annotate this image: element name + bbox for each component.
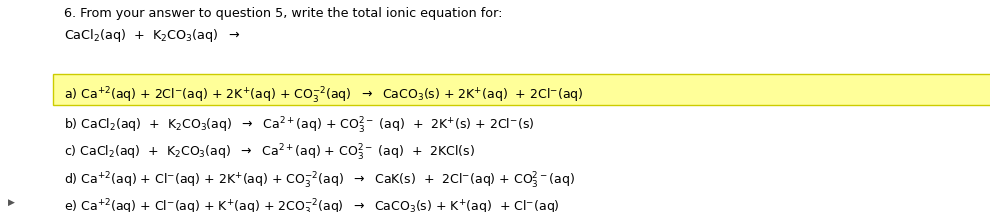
Text: CaCl$_2$(aq)  +  K$_2$CO$_3$(aq)  $\rightarrow$: CaCl$_2$(aq) + K$_2$CO$_3$(aq) $\rightar… [64, 26, 241, 43]
Text: d) Ca$^{+2}$(aq) + Cl$^{-}$(aq) + 2K$^{+}$(aq) + CO$_3^{-2}$(aq)  $\rightarrow$ : d) Ca$^{+2}$(aq) + Cl$^{-}$(aq) + 2K$^{+… [64, 171, 575, 191]
Text: 6. From your answer to question 5, write the total ionic equation for:: 6. From your answer to question 5, write… [64, 7, 503, 20]
Text: c) CaCl$_2$(aq)  +  K$_2$CO$_3$(aq)  $\rightarrow$  Ca$^{2+}$(aq) + CO$_3^{2-}$ : c) CaCl$_2$(aq) + K$_2$CO$_3$(aq) $\righ… [64, 143, 475, 163]
FancyBboxPatch shape [53, 74, 990, 105]
Text: e) Ca$^{+2}$(aq) + Cl$^{-}$(aq) + K$^{+}$(aq) + 2CO$_3^{-2}$(aq)  $\rightarrow$ : e) Ca$^{+2}$(aq) + Cl$^{-}$(aq) + K$^{+}… [64, 198, 560, 212]
Text: a) Ca$^{+2}$(aq) + 2Cl$^{-}$(aq) + 2K$^{+}$(aq) + CO$_3^{-2}$(aq)  $\rightarrow$: a) Ca$^{+2}$(aq) + 2Cl$^{-}$(aq) + 2K$^{… [64, 86, 584, 106]
Text: ▶: ▶ [8, 198, 15, 207]
Text: b) CaCl$_2$(aq)  +  K$_2$CO$_3$(aq)  $\rightarrow$  Ca$^{2+}$(aq) + CO$_3^{2-}$ : b) CaCl$_2$(aq) + K$_2$CO$_3$(aq) $\righ… [64, 116, 535, 136]
